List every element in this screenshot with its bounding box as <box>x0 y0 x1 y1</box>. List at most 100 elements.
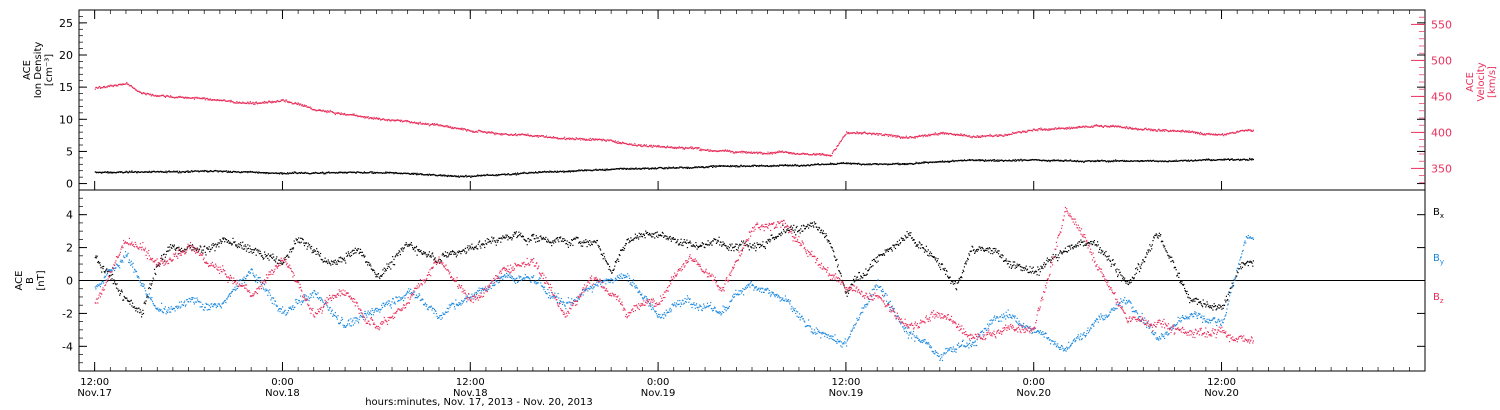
data-point <box>407 172 409 174</box>
data-point <box>169 249 171 251</box>
data-point <box>1152 128 1154 131</box>
data-point <box>874 260 876 262</box>
data-point <box>249 171 251 173</box>
data-point <box>489 240 492 242</box>
data-point <box>1097 160 1099 162</box>
data-point <box>547 171 549 173</box>
data-point <box>404 120 406 122</box>
data-point <box>751 152 753 154</box>
data-point <box>943 161 945 163</box>
data-point <box>500 241 502 243</box>
data-point <box>433 124 435 126</box>
data-point <box>849 162 851 164</box>
data-point <box>894 163 896 165</box>
data-point <box>423 253 425 255</box>
data-point <box>1102 160 1104 162</box>
data-point <box>162 94 165 96</box>
data-point <box>394 171 396 174</box>
data-point <box>386 119 388 121</box>
data-point <box>621 167 624 170</box>
data-point <box>790 165 792 167</box>
data-point <box>833 163 835 165</box>
data-point <box>510 174 512 176</box>
data-point <box>488 131 490 133</box>
data-point <box>163 171 165 173</box>
data-point <box>772 165 774 167</box>
data-point <box>1202 133 1204 135</box>
data-point <box>853 278 855 280</box>
data-point <box>1212 159 1215 161</box>
data-point <box>417 123 419 125</box>
data-point <box>692 147 694 149</box>
data-point <box>436 123 438 125</box>
data-point <box>1032 130 1034 132</box>
data-point <box>276 262 278 264</box>
data-point <box>1252 159 1254 161</box>
data-point <box>569 170 571 173</box>
data-point <box>564 239 566 241</box>
data-point <box>679 241 682 244</box>
data-point <box>865 268 867 270</box>
data-point <box>806 153 808 155</box>
data-point <box>128 170 130 172</box>
data-point <box>1142 129 1144 131</box>
data-point <box>898 163 900 166</box>
data-point <box>1169 160 1171 162</box>
data-point <box>511 133 513 136</box>
data-point <box>1108 161 1110 163</box>
data-point <box>385 119 387 121</box>
data-point <box>1089 126 1091 128</box>
data-point <box>535 135 537 137</box>
data-point <box>704 167 706 169</box>
data-point <box>829 154 831 156</box>
data-point <box>898 136 900 138</box>
data-point <box>319 255 321 257</box>
data-point <box>372 171 374 173</box>
data-point <box>755 165 757 167</box>
data-point <box>260 172 262 174</box>
data-point <box>370 268 372 270</box>
data-point <box>788 229 790 231</box>
data-point <box>1191 130 1193 132</box>
data-point <box>175 249 177 251</box>
data-point <box>971 137 973 139</box>
data-point <box>126 297 128 299</box>
data-point <box>952 134 954 136</box>
data-point <box>338 171 340 173</box>
data-point <box>572 138 574 140</box>
data-point <box>573 238 575 240</box>
data-point <box>891 134 893 136</box>
data-point <box>918 135 920 138</box>
data-point <box>740 244 742 246</box>
data-point <box>480 174 483 176</box>
data-point <box>633 144 635 146</box>
data-point <box>113 171 115 173</box>
data-point <box>146 296 148 298</box>
data-point <box>184 171 186 173</box>
data-point <box>834 256 836 258</box>
data-point <box>188 97 190 99</box>
data-point <box>775 152 777 155</box>
data-point <box>470 246 472 248</box>
data-point <box>1216 134 1218 136</box>
data-point <box>224 170 226 172</box>
data-point <box>568 170 570 172</box>
data-point <box>526 244 528 246</box>
data-point <box>740 164 742 166</box>
data-point <box>751 247 753 249</box>
data-point <box>920 162 922 164</box>
data-point <box>403 247 405 249</box>
data-point <box>432 255 434 257</box>
data-point <box>828 163 830 165</box>
data-point <box>1207 158 1209 160</box>
data-point <box>173 246 175 248</box>
data-point <box>173 97 175 99</box>
data-point <box>1115 160 1117 162</box>
data-point <box>918 162 920 164</box>
data-point <box>1153 159 1155 161</box>
data-point <box>555 137 557 139</box>
data-point <box>726 149 729 151</box>
data-point <box>1106 160 1108 162</box>
data-point <box>832 163 834 165</box>
